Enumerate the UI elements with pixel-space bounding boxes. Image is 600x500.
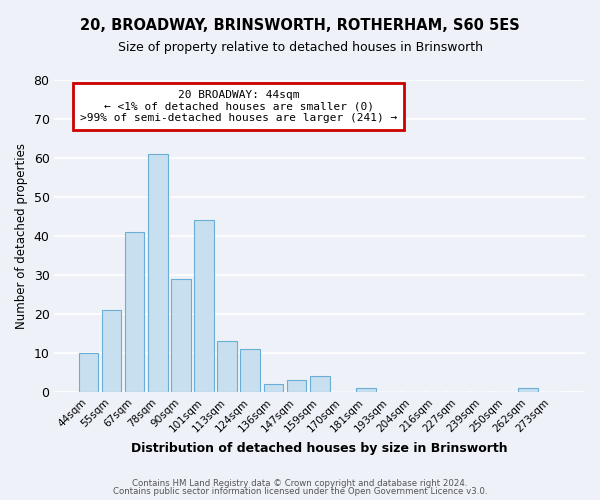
- Bar: [356, 388, 376, 392]
- Bar: [171, 279, 191, 392]
- Bar: [310, 376, 329, 392]
- Bar: [148, 154, 167, 392]
- Text: 20 BROADWAY: 44sqm
← <1% of detached houses are smaller (0)
>99% of semi-detache: 20 BROADWAY: 44sqm ← <1% of detached hou…: [80, 90, 397, 123]
- X-axis label: Distribution of detached houses by size in Brinsworth: Distribution of detached houses by size …: [131, 442, 508, 455]
- Bar: [79, 353, 98, 392]
- Y-axis label: Number of detached properties: Number of detached properties: [15, 143, 28, 329]
- Text: Contains HM Land Registry data © Crown copyright and database right 2024.: Contains HM Land Registry data © Crown c…: [132, 478, 468, 488]
- Bar: [241, 349, 260, 392]
- Text: 20, BROADWAY, BRINSWORTH, ROTHERHAM, S60 5ES: 20, BROADWAY, BRINSWORTH, ROTHERHAM, S60…: [80, 18, 520, 32]
- Bar: [518, 388, 538, 392]
- Bar: [101, 310, 121, 392]
- Bar: [217, 342, 237, 392]
- Bar: [263, 384, 283, 392]
- Bar: [194, 220, 214, 392]
- Bar: [125, 232, 145, 392]
- Text: Contains public sector information licensed under the Open Government Licence v3: Contains public sector information licen…: [113, 487, 487, 496]
- Bar: [287, 380, 307, 392]
- Text: Size of property relative to detached houses in Brinsworth: Size of property relative to detached ho…: [118, 41, 482, 54]
